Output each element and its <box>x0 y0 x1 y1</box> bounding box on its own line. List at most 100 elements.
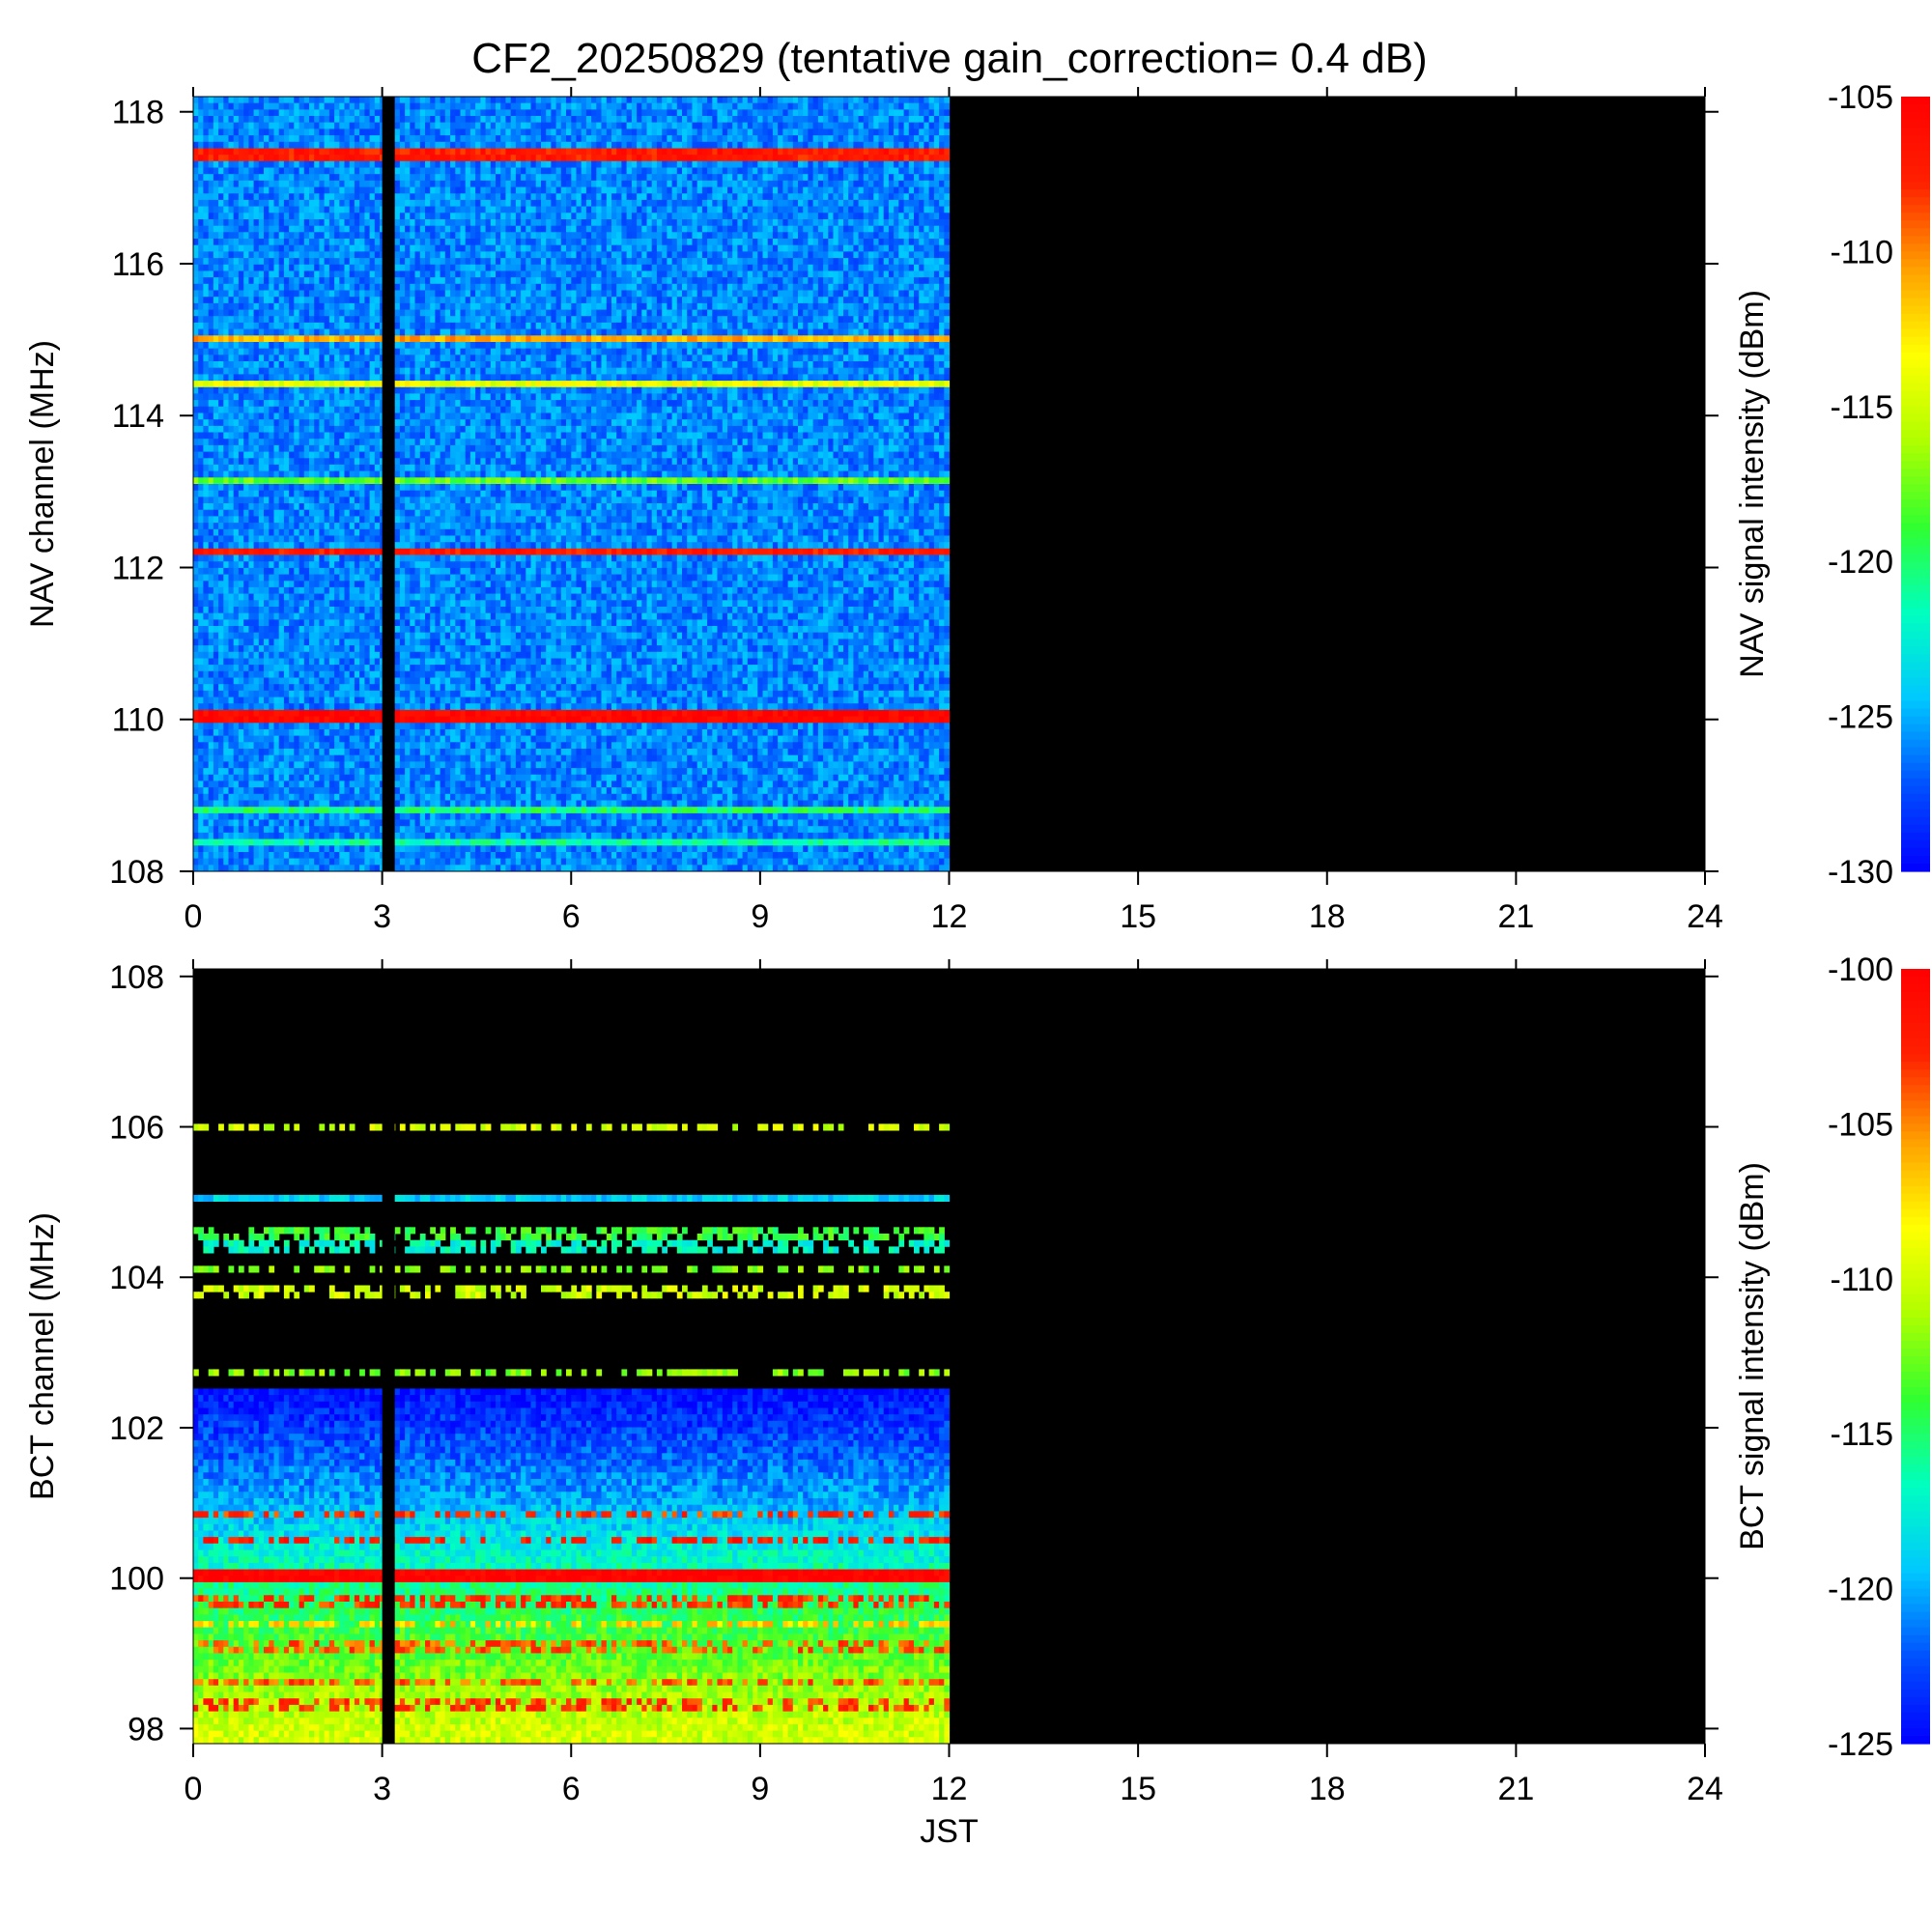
heatmap-cell <box>843 97 849 103</box>
heatmap-cell <box>294 123 299 129</box>
heatmap-cell <box>627 258 633 265</box>
heatmap-cell <box>898 155 904 161</box>
heatmap-cell <box>425 251 431 258</box>
heatmap-cell <box>420 277 426 284</box>
heatmap-cell <box>607 213 612 219</box>
heatmap-cell <box>400 207 406 213</box>
heatmap-cell <box>753 226 758 233</box>
heatmap-cell <box>637 207 642 213</box>
heatmap-cell <box>475 174 481 181</box>
heatmap-cell <box>591 303 597 310</box>
heatmap-cell <box>803 239 809 245</box>
heatmap-cell <box>929 161 935 168</box>
heatmap-cell <box>370 116 376 123</box>
heatmap-cell <box>334 251 340 258</box>
heatmap-cell <box>859 103 865 110</box>
heatmap-cell <box>727 142 733 149</box>
heatmap-cell <box>334 149 340 156</box>
heatmap-cell <box>274 251 280 258</box>
heatmap-cell <box>334 161 340 168</box>
heatmap-cell <box>778 219 783 226</box>
heatmap-cell <box>702 103 708 110</box>
heatmap-cell <box>712 135 718 142</box>
heatmap-cell <box>218 168 224 175</box>
heatmap-cell <box>864 251 869 258</box>
heatmap-cell <box>757 207 763 213</box>
heatmap-cell <box>239 297 244 303</box>
heatmap-cell <box>486 239 492 245</box>
heatmap-cell <box>299 161 305 168</box>
heatmap-cell <box>284 128 290 135</box>
heatmap-cell <box>848 103 854 110</box>
heatmap-cell <box>768 271 774 278</box>
heatmap-cell <box>677 193 683 200</box>
heatmap-cell <box>329 200 335 207</box>
heatmap-cell <box>647 187 653 194</box>
heatmap-cell <box>496 213 501 219</box>
heatmap-cell <box>395 291 401 298</box>
heatmap-cell <box>243 232 249 239</box>
heatmap-cell <box>213 226 219 233</box>
heatmap-cell <box>611 277 617 284</box>
heatmap-cell <box>591 142 597 149</box>
heatmap-cell <box>727 245 733 252</box>
heatmap-cell <box>213 174 219 181</box>
heatmap-cell <box>198 168 204 175</box>
heatmap-cell <box>682 123 688 129</box>
heatmap-cell <box>425 128 431 135</box>
heatmap-cell <box>420 219 426 226</box>
heatmap-cell <box>718 103 724 110</box>
heatmap-cell <box>677 155 683 161</box>
heatmap-cell <box>909 232 915 239</box>
heatmap-cell <box>707 226 713 233</box>
heatmap-cell <box>541 109 547 116</box>
heatmap-cell <box>859 128 865 135</box>
heatmap-cell <box>405 226 411 233</box>
heatmap-cell <box>551 277 556 284</box>
heatmap-cell <box>289 168 295 175</box>
heatmap-cell <box>400 251 406 258</box>
heatmap-cell <box>319 123 325 129</box>
heatmap-cell <box>782 213 788 219</box>
heatmap-cell <box>773 219 779 226</box>
heatmap-cell <box>843 232 849 239</box>
heatmap-cell <box>712 161 718 168</box>
heatmap-cell <box>859 284 865 291</box>
heatmap-cell <box>480 245 486 252</box>
heatmap-cell <box>486 284 492 291</box>
heatmap-cell <box>505 232 511 239</box>
heatmap-cell <box>687 232 693 239</box>
heatmap-cell <box>551 149 556 156</box>
heatmap-cell <box>621 161 627 168</box>
heatmap-cell <box>934 123 940 129</box>
heatmap-cell <box>768 142 774 149</box>
heatmap-cell <box>914 277 920 284</box>
heatmap-cell <box>269 251 274 258</box>
heatmap-cell <box>687 303 693 310</box>
heatmap-cell <box>536 284 542 291</box>
heatmap-cell <box>410 207 415 213</box>
heatmap-cell <box>364 251 370 258</box>
heatmap-cell <box>662 103 668 110</box>
heatmap-cell <box>193 123 199 129</box>
heatmap-cell <box>919 103 924 110</box>
heatmap-cell <box>782 168 788 175</box>
heatmap-cell <box>239 123 244 129</box>
heatmap-cell <box>521 97 526 103</box>
heatmap-cell <box>672 135 678 142</box>
heatmap-cell <box>243 168 249 175</box>
heatmap-cell <box>768 284 774 291</box>
heatmap-cell <box>723 109 728 116</box>
heatmap-cell <box>284 161 290 168</box>
heatmap-cell <box>768 303 774 310</box>
heatmap-cell <box>445 109 451 116</box>
heatmap-cell <box>491 187 497 194</box>
heatmap-cell <box>723 291 728 298</box>
heatmap-cell <box>546 174 552 181</box>
heatmap-cell <box>823 103 829 110</box>
heatmap-cell <box>541 219 547 226</box>
heatmap-cell <box>879 265 885 271</box>
heatmap-cell <box>782 232 788 239</box>
heatmap-cell <box>511 142 517 149</box>
heatmap-cell <box>526 116 531 123</box>
